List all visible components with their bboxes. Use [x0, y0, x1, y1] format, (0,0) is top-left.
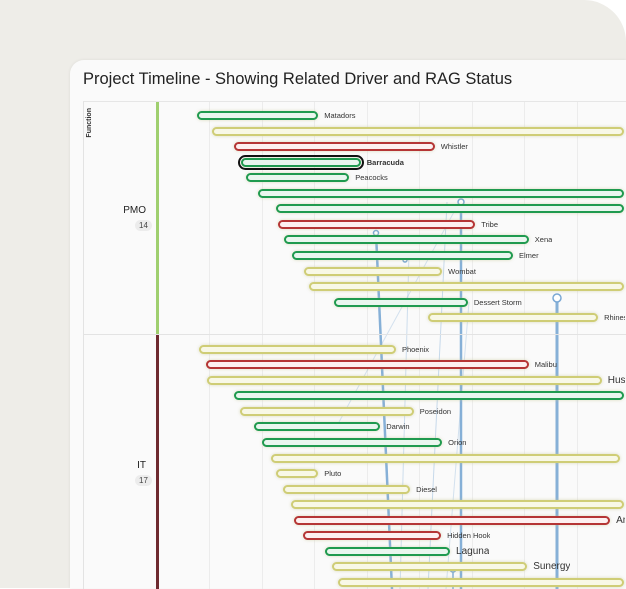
function-group-it: IT 17 — [84, 334, 626, 589]
project-bar[interactable] — [254, 422, 381, 432]
project-bar[interactable] — [290, 500, 624, 510]
project-label[interactable]: Elmer — [519, 250, 539, 260]
project-bar[interactable] — [325, 546, 451, 556]
project-label[interactable]: Tribe — [481, 219, 499, 229]
chart-title: Project Timeline - Showing Related Drive… — [83, 70, 513, 88]
project-bar[interactable] — [427, 313, 599, 323]
project-bar[interactable] — [276, 469, 319, 479]
project-label[interactable]: Rhines — [604, 313, 625, 323]
gridline — [524, 102, 525, 589]
project-bar[interactable] — [308, 282, 624, 292]
function-group-pmo: PMO 14 — [84, 102, 626, 334]
project-bar[interactable] — [331, 562, 528, 572]
project-label[interactable]: Wombat — [448, 266, 476, 276]
project-label[interactable]: Xena — [534, 235, 553, 245]
group-count-badge: 17 — [135, 474, 152, 486]
dependency-node-icon — [552, 293, 562, 303]
dependency-line — [445, 301, 470, 589]
group-name: PMO — [123, 205, 146, 216]
project-label[interactable]: Whistler — [440, 142, 468, 152]
project-label[interactable]: Peacocks — [355, 173, 388, 183]
project-bar[interactable] — [333, 297, 468, 307]
project-bar[interactable] — [283, 484, 411, 494]
project-label[interactable]: Matadors — [324, 111, 356, 120]
project-label[interactable]: Pluto — [324, 469, 342, 479]
project-label[interactable]: Poseidon — [419, 406, 452, 416]
group-count-badge: 14 — [135, 220, 152, 231]
project-label[interactable]: Dessert Storm — [473, 297, 522, 307]
project-bar[interactable] — [206, 375, 602, 385]
group-name: IT — [137, 459, 146, 471]
project-label[interactable]: Diesel — [416, 484, 437, 494]
project-bar[interactable] — [234, 391, 624, 401]
project-bar[interactable] — [338, 577, 624, 587]
group-divider — [84, 333, 626, 335]
project-bar[interactable] — [302, 531, 442, 541]
group-color-bar — [156, 102, 159, 334]
project-label[interactable]: Barracuda — [366, 157, 404, 167]
project-bar[interactable] — [284, 235, 529, 245]
project-bar[interactable] — [238, 154, 364, 170]
timeline-plot: Function PMO 14 Matadors Whistler Barracuda P… — [83, 101, 626, 589]
timeline-card: Project Timeline - Showing Related Drive… — [70, 60, 626, 589]
project-bar[interactable] — [304, 266, 443, 276]
project-label[interactable]: Hidden Hook — [447, 531, 491, 541]
project-bar[interactable] — [276, 204, 624, 214]
project-bar[interactable] — [270, 453, 621, 463]
project-bar[interactable] — [205, 360, 529, 370]
project-bar[interactable] — [257, 188, 624, 198]
project-bar[interactable] — [277, 219, 476, 229]
group-color-bar — [156, 334, 159, 589]
project-bar[interactable] — [196, 111, 319, 120]
gridline — [419, 102, 420, 589]
project-label[interactable]: Orion — [448, 438, 467, 447]
project-label[interactable]: Sunergy — [533, 561, 571, 573]
project-label[interactable]: Laguna — [456, 545, 490, 557]
project-label[interactable]: Malibu — [534, 360, 557, 370]
project-bar[interactable] — [245, 173, 350, 183]
project-bar[interactable] — [291, 250, 513, 260]
project-label[interactable]: Am — [616, 514, 625, 526]
project-label[interactable]: Darwin — [386, 422, 410, 432]
project-bar[interactable] — [294, 515, 611, 525]
project-label[interactable]: Husk — [607, 374, 625, 386]
dependency-line — [338, 211, 455, 423]
gridline — [576, 102, 578, 589]
project-bar[interactable] — [239, 406, 414, 416]
project-bar[interactable] — [212, 126, 624, 136]
project-label[interactable]: Phoenix — [401, 344, 430, 354]
gridline — [471, 102, 473, 589]
project-bar[interactable] — [262, 438, 443, 447]
project-bar[interactable] — [234, 142, 435, 152]
project-bar[interactable] — [199, 344, 396, 354]
